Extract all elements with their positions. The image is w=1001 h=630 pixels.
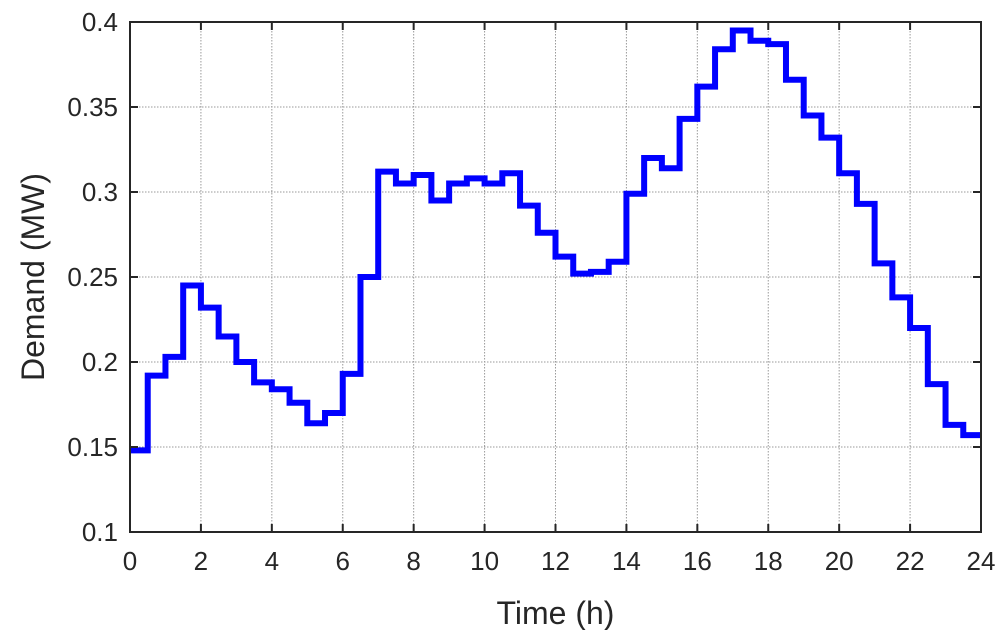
y-tick-label: 0.3 — [82, 177, 118, 207]
x-tick-label: 22 — [896, 546, 925, 576]
ticks: 0 2 4 6 8 10 12 14 16 18 20 22 240.10.150.20.250.30.… — [67, 7, 995, 576]
y-tick-label: 0.25 — [67, 262, 118, 292]
demand-series-line — [130, 27, 981, 454]
y-tick-label: 0.2 — [82, 347, 118, 377]
x-tick-label: 10 — [470, 546, 499, 576]
y-tick-label: 0.1 — [82, 517, 118, 547]
grid — [130, 22, 981, 532]
x-tick-label: 18 — [754, 546, 783, 576]
x-tick-label: 16 — [683, 546, 712, 576]
x-tick-label: 4 — [265, 546, 279, 576]
series-layer — [130, 27, 981, 454]
y-axis-label: Demand (MW) — [15, 173, 51, 381]
y-tick-label: 0.35 — [67, 92, 118, 122]
x-tick-label: 14 — [612, 546, 641, 576]
x-tick-label: 24 — [967, 546, 996, 576]
y-tick-label: 0.15 — [67, 432, 118, 462]
x-tick-label: 0 — [123, 546, 137, 576]
x-tick-label: 8 — [406, 546, 420, 576]
y-tick-label: 0.4 — [82, 7, 118, 37]
x-tick-label: 2 — [194, 546, 208, 576]
x-tick-label: 12 — [541, 546, 570, 576]
x-tick-label: 20 — [825, 546, 854, 576]
x-axis-label: Time (h) — [497, 595, 615, 630]
x-tick-label: 6 — [336, 546, 350, 576]
